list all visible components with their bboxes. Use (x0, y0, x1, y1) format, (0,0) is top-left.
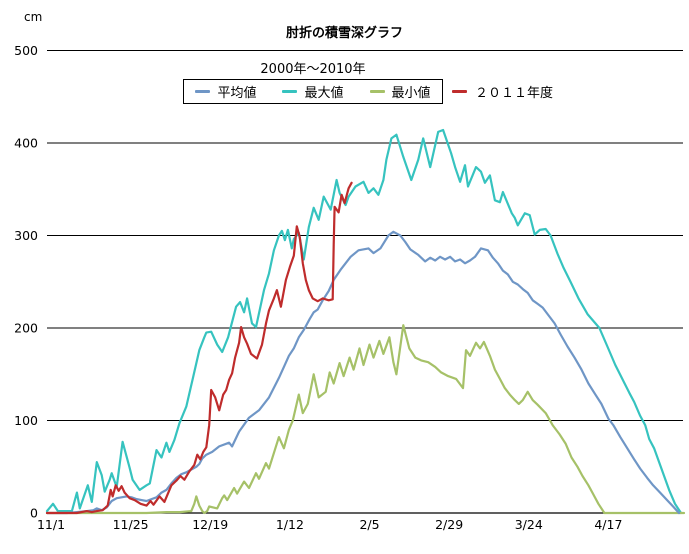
legend-item-avg: 平均値 (195, 82, 256, 101)
legend-box: 平均値 最大値 最小値 (183, 79, 443, 104)
x-tick-label-2-29: 2/29 (435, 517, 463, 532)
series-line-max (45, 128, 683, 515)
min-line-swatch (369, 90, 385, 93)
y-tick-label-100: 100 (14, 413, 38, 428)
x-tick-label-4-17: 4/17 (594, 517, 622, 532)
chart-title: 肘折の積雪深グラフ (285, 26, 403, 41)
legend-item-max: 最大値 (282, 82, 344, 101)
y-tick-label-400: 400 (14, 136, 38, 151)
legend-item-2011-label: ２０１１年度 (475, 86, 554, 101)
max-line-swatch (282, 90, 298, 93)
legend-item-max-label: 最大値 (304, 86, 344, 101)
x-tick-label-3-24: 3/24 (515, 517, 543, 532)
y-axis-unit-label: cm (24, 10, 43, 24)
x-tick-label-1-12: 1/12 (276, 517, 304, 532)
year2011-line-swatch (452, 90, 467, 93)
legend-item-avg-label: 平均値 (217, 86, 257, 101)
y-tick-label-500: 500 (14, 43, 38, 58)
legend-period-label: 2000年～2010年 (260, 62, 366, 77)
x-tick-label-12-19: 12/19 (192, 517, 228, 532)
y-tick-label-200: 200 (14, 321, 38, 336)
x-tick-label-2-5: 2/5 (359, 517, 379, 532)
y-tick-label-0: 0 (30, 506, 38, 521)
x-tick-label-11-1: 11/1 (37, 517, 65, 532)
series-line-y2011 (45, 181, 353, 515)
series-line-avg (45, 230, 681, 515)
legend-item-min: 最小値 (369, 82, 431, 101)
y-tick-label-300: 300 (14, 228, 38, 243)
legend-item-2011: ２０１１年度 (452, 79, 553, 104)
avg-line-swatch (195, 90, 211, 93)
x-tick-label-11-25: 11/25 (113, 517, 149, 532)
legend-item-min-label: 最小値 (391, 86, 431, 101)
series-line-min (45, 324, 686, 515)
